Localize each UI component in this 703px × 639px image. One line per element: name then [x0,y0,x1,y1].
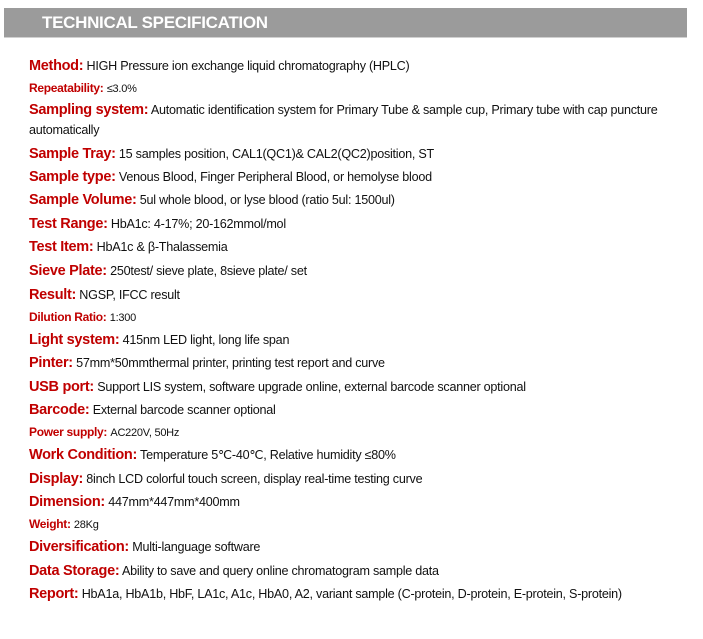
spec-value: HbA1c & β-Thalassemia [96,240,228,254]
spec-value: Multi-language software [132,540,261,554]
spec-label: Method: [29,58,84,74]
spec-label: Data Storage: [29,563,120,579]
spec-value: HbA1c: 4-17%; 20-162mmol/mol [110,217,286,231]
spec-row: Diversification: Multi-language software [29,537,679,557]
spec-row: Repeatability: ≤3.0% [29,78,679,99]
spec-label: Pinter: [29,355,73,371]
spec-row: Sampling system: Automatic identificatio… [29,100,679,140]
spec-label: Test Range: [29,216,108,232]
spec-row: Pinter: 57mm*50mmthermal printer, printi… [29,353,679,373]
spec-value: HIGH Pressure ion exchange liquid chroma… [86,59,410,73]
spec-label: Light system: [29,332,120,348]
spec-value: 415nm LED light, long life span [122,333,290,347]
spec-row: Dimension: 447mm*447mm*400mm [29,492,679,512]
spec-label: Barcode: [29,402,90,418]
spec-value: External barcode scanner optional [92,403,276,417]
spec-row: Result: NGSP, IFCC result [29,285,679,305]
spec-row: Sieve Plate: 250test/ sieve plate, 8siev… [29,261,679,281]
spec-label: Repeatability: [29,81,104,95]
spec-row: USB port: Support LIS system, software u… [29,377,679,397]
spec-value: 8inch LCD colorful touch screen, display… [86,472,423,486]
spec-value: 1:300 [109,312,137,324]
spec-label: Weight: [29,517,71,531]
spec-row: Sample Tray: 15 samples position, CAL1(Q… [29,144,679,164]
spec-row: Method: HIGH Pressure ion exchange liqui… [29,56,679,76]
spec-value: 28Kg [73,519,99,531]
spec-label: Sample type: [29,169,116,185]
spec-row: Work Condition: Temperature 5℃-40℃, Rela… [29,445,679,465]
spec-row: Sample type: Venous Blood, Finger Periph… [29,167,679,187]
spec-label: Dilution Ratio: [29,310,107,324]
spec-label: Report: [29,586,79,602]
section-title: TECHNICAL SPECIFICATION [42,13,268,32]
spec-row: Weight: 28Kg [29,514,679,535]
spec-row: Test Item: HbA1c & β-Thalassemia [29,237,679,257]
spec-value: 447mm*447mm*400mm [108,495,240,509]
spec-row: Light system: 415nm LED light, long life… [29,330,679,350]
spec-row: Data Storage: Ability to save and query … [29,561,679,581]
spec-label: Sieve Plate: [29,263,107,279]
spec-row: Display: 8inch LCD colorful touch screen… [29,469,679,489]
section-header: TECHNICAL SPECIFICATION [4,8,687,38]
spec-row: Sample Volume: 5ul whole blood, or lyse … [29,190,679,210]
spec-row: Report: HbA1a, HbA1b, HbF, LA1c, A1c, Hb… [29,584,679,604]
spec-row: Barcode: External barcode scanner option… [29,400,679,420]
spec-label: Result: [29,287,77,303]
spec-value: Support LIS system, software upgrade onl… [97,380,526,394]
spec-label: Work Condition: [29,447,137,463]
spec-label: Sampling system: [29,102,149,118]
spec-value: 57mm*50mmthermal printer, printing test … [76,356,385,370]
spec-label: USB port: [29,379,94,395]
spec-value: Venous Blood, Finger Peripheral Blood, o… [118,170,432,184]
spec-label: Diversification: [29,539,129,555]
spec-value: HbA1a, HbA1b, HbF, LA1c, A1c, HbA0, A2, … [81,587,622,601]
spec-label: Test Item: [29,239,94,255]
spec-value: 5ul whole blood, or lyse blood (ratio 5u… [139,193,395,207]
spec-value: 250test/ sieve plate, 8sieve plate/ set [110,264,307,278]
spec-label: Display: [29,471,84,487]
spec-label: Dimension: [29,494,105,510]
spec-row: Dilution Ratio: 1:300 [29,307,679,328]
spec-row: Power supply: AC220V, 50Hz [29,422,679,443]
spec-value: Automatic identification system for Prim… [29,103,658,137]
spec-value: ≤3.0% [106,83,137,95]
spec-row: Test Range: HbA1c: 4-17%; 20-162mmol/mol [29,214,679,234]
spec-label: Sample Volume: [29,192,137,208]
spec-label: Power supply: [29,425,108,439]
spec-value: Temperature 5℃-40℃, Relative humidity ≤8… [140,448,396,462]
spec-value: 15 samples position, CAL1(QC1)& CAL2(QC2… [118,147,434,161]
spec-value: AC220V, 50Hz [110,427,180,439]
spec-label: Sample Tray: [29,146,116,162]
spec-value: NGSP, IFCC result [79,288,180,302]
spec-value: Ability to save and query online chromat… [121,564,439,578]
